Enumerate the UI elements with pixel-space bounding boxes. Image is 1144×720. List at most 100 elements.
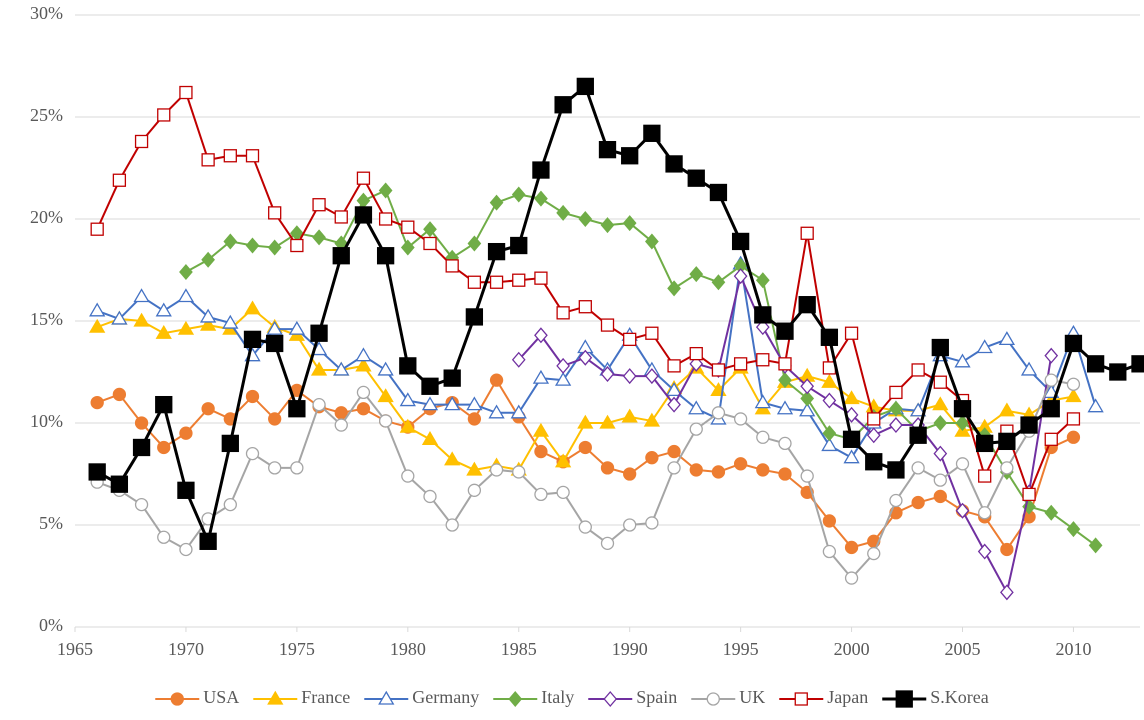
marker — [955, 415, 970, 431]
marker — [467, 412, 482, 426]
marker — [688, 400, 705, 415]
marker — [1020, 416, 1038, 434]
marker — [177, 481, 195, 499]
marker — [423, 221, 437, 238]
marker — [933, 375, 947, 389]
marker — [534, 444, 548, 459]
marker — [778, 372, 792, 389]
marker — [288, 320, 306, 335]
marker — [377, 388, 394, 403]
marker — [1065, 388, 1082, 403]
marker — [733, 412, 748, 426]
marker — [243, 330, 262, 349]
marker — [1000, 461, 1014, 475]
marker — [444, 451, 461, 466]
marker — [199, 532, 217, 550]
marker — [778, 467, 792, 481]
marker — [976, 434, 994, 453]
marker — [1044, 373, 1058, 387]
marker — [157, 108, 171, 122]
marker — [844, 571, 859, 585]
marker — [268, 412, 282, 426]
marker — [667, 461, 681, 475]
legend-label: Japan — [827, 687, 868, 707]
marker — [643, 124, 661, 142]
marker — [794, 692, 808, 706]
marker — [201, 402, 215, 416]
marker — [290, 461, 304, 475]
marker — [578, 440, 592, 455]
marker — [511, 351, 526, 368]
legend-label: USA — [203, 687, 239, 707]
marker — [599, 414, 616, 429]
marker — [134, 416, 149, 430]
marker — [755, 319, 770, 336]
marker — [157, 440, 171, 455]
marker — [310, 361, 328, 376]
marker — [895, 690, 913, 708]
marker — [622, 215, 637, 232]
marker — [578, 300, 592, 314]
marker — [889, 400, 903, 417]
marker — [800, 390, 815, 407]
marker — [268, 206, 282, 220]
marker — [133, 312, 150, 327]
marker — [667, 444, 681, 459]
x-tick-label: 1985 — [501, 639, 537, 659]
legend-item: Italy — [493, 687, 574, 707]
marker — [576, 77, 594, 96]
marker — [1000, 542, 1014, 557]
marker — [401, 220, 415, 234]
y-tick-label: 25% — [30, 105, 63, 125]
x-tick-label: 1990 — [612, 639, 648, 659]
marker — [554, 96, 572, 114]
marker — [909, 426, 927, 444]
marker — [756, 430, 770, 444]
marker — [976, 339, 993, 354]
marker — [711, 274, 726, 291]
x-tick-label: 1995 — [723, 639, 759, 659]
marker — [822, 361, 837, 375]
legend-item: France — [253, 687, 350, 707]
marker — [933, 415, 948, 431]
marker — [623, 332, 637, 347]
marker — [911, 363, 925, 377]
marker — [978, 469, 992, 483]
marker — [201, 153, 215, 167]
marker — [245, 446, 260, 461]
marker — [508, 691, 523, 707]
marker — [933, 473, 947, 487]
marker — [170, 692, 184, 706]
marker — [223, 497, 237, 512]
marker — [534, 487, 548, 502]
y-tick-label: 0% — [39, 615, 63, 635]
marker — [867, 412, 881, 426]
x-tick-label: 1965 — [57, 639, 93, 659]
legend-item: Spain — [588, 687, 677, 707]
marker — [911, 495, 925, 510]
marker — [466, 396, 483, 411]
marker — [466, 461, 483, 476]
marker — [554, 371, 572, 386]
marker — [866, 427, 881, 444]
marker — [1087, 398, 1104, 413]
marker — [333, 361, 350, 376]
marker — [532, 161, 550, 179]
marker — [423, 236, 437, 251]
marker — [399, 392, 416, 407]
marker — [356, 402, 371, 416]
marker — [1020, 361, 1038, 376]
marker — [267, 690, 284, 705]
marker — [887, 461, 905, 479]
legend-label: S.Korea — [930, 687, 988, 707]
marker — [155, 324, 172, 339]
marker — [400, 239, 415, 256]
marker — [709, 183, 728, 202]
marker — [1066, 521, 1081, 538]
marker — [844, 540, 859, 555]
marker — [89, 318, 106, 333]
marker — [423, 489, 437, 504]
marker — [467, 483, 482, 497]
marker — [909, 402, 927, 417]
